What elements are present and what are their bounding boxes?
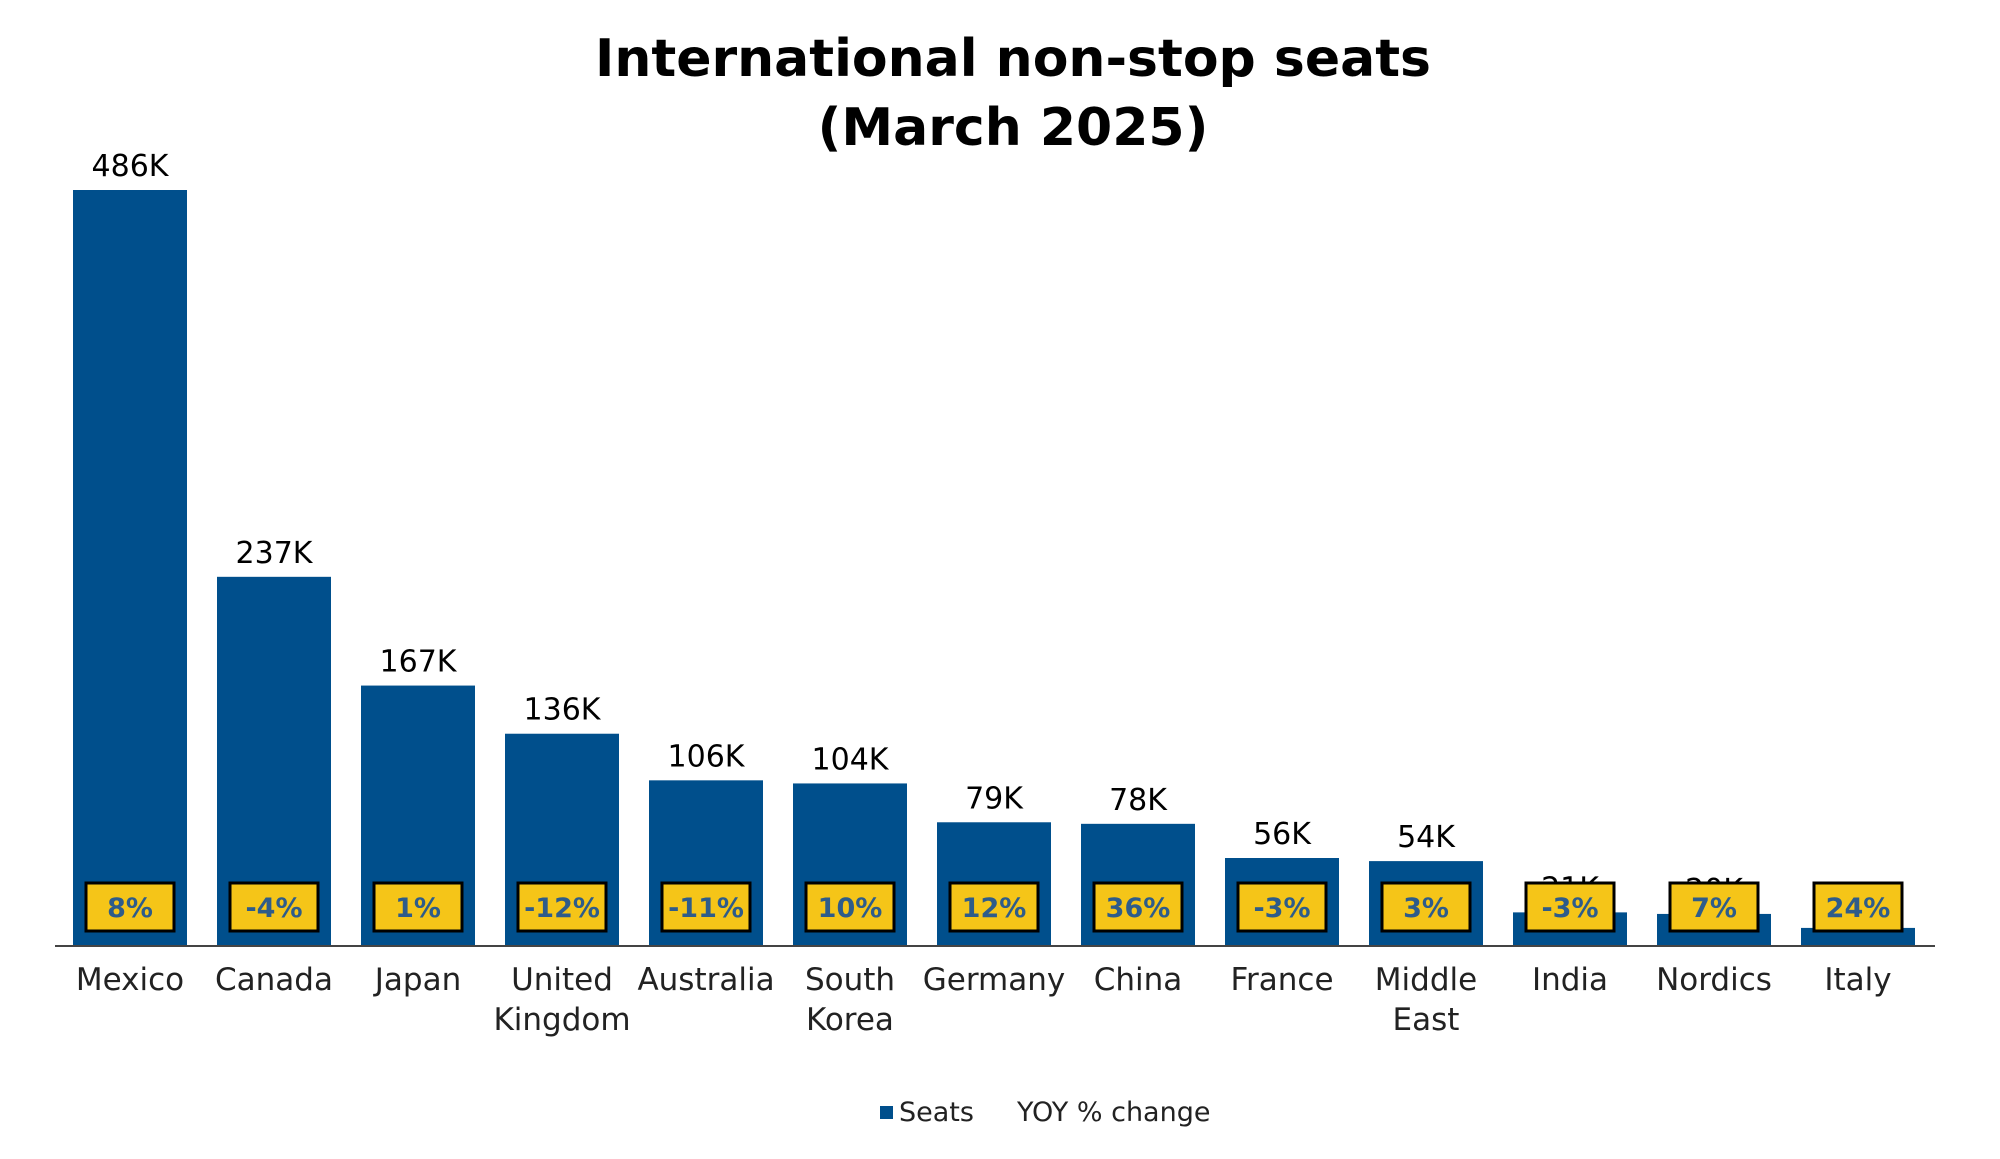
legend-swatch-seats <box>880 1106 893 1119</box>
category-label: Canada <box>215 962 333 998</box>
yoy-badge <box>228 881 320 933</box>
category-label: United <box>511 962 613 998</box>
value-label: 56K <box>1253 817 1312 852</box>
value-label: 106K <box>668 739 746 774</box>
yoy-badge <box>1668 881 1760 933</box>
yoy-badge <box>1524 881 1616 933</box>
yoy-badge <box>372 881 464 933</box>
chart-title-line: (March 2025) <box>818 98 1209 158</box>
yoy-badge <box>1092 881 1184 933</box>
value-label: 79K <box>965 781 1024 816</box>
yoy-badge <box>1380 881 1472 933</box>
yoy-label: 36% <box>1106 893 1171 924</box>
category-label: Mexico <box>76 962 184 998</box>
chart-title-line: International non-stop seats <box>595 29 1431 89</box>
category-label: Middle <box>1375 962 1477 998</box>
value-label: 78K <box>1109 783 1168 818</box>
yoy-label: 24% <box>1826 893 1891 924</box>
yoy-label: -3% <box>1541 893 1598 924</box>
category-label: Germany <box>923 962 1065 998</box>
value-label: 104K <box>812 742 890 777</box>
category-label: Australia <box>637 962 774 998</box>
bar <box>73 190 187 945</box>
category-label: Korea <box>806 1002 894 1038</box>
category-label: South <box>805 962 895 998</box>
yoy-label: 10% <box>818 893 883 924</box>
category-label: Kingdom <box>493 1002 630 1038</box>
legend-label-yoy: YOY % change <box>1016 1097 1210 1128</box>
yoy-label: -3% <box>1253 893 1310 924</box>
yoy-label: 8% <box>107 893 153 924</box>
yoy-badge <box>516 881 608 933</box>
value-label: 486K <box>92 149 170 184</box>
category-label: India <box>1532 962 1608 998</box>
value-label: 136K <box>524 693 602 728</box>
category-label: Nordics <box>1656 962 1772 998</box>
yoy-badge <box>804 881 896 933</box>
yoy-label: 7% <box>1691 893 1737 924</box>
value-label: 54K <box>1397 820 1456 855</box>
yoy-badge <box>84 881 176 933</box>
category-label: China <box>1094 962 1183 998</box>
yoy-badge <box>948 881 1040 933</box>
yoy-label: -11% <box>668 893 744 924</box>
category-label: East <box>1393 1002 1460 1038</box>
yoy-label: -4% <box>245 893 302 924</box>
yoy-badge <box>1812 881 1904 933</box>
category-label: Japan <box>373 962 461 998</box>
yoy-badge <box>1236 881 1328 933</box>
category-label: France <box>1230 962 1333 998</box>
yoy-label: 1% <box>395 893 441 924</box>
yoy-badge <box>660 881 752 933</box>
yoy-label: 12% <box>962 893 1027 924</box>
yoy-label: 3% <box>1403 893 1449 924</box>
category-label: Italy <box>1824 962 1891 998</box>
legend-label-seats: Seats <box>899 1097 974 1128</box>
value-label: 167K <box>380 645 458 680</box>
value-label: 237K <box>236 536 314 571</box>
yoy-label: -12% <box>524 893 600 924</box>
